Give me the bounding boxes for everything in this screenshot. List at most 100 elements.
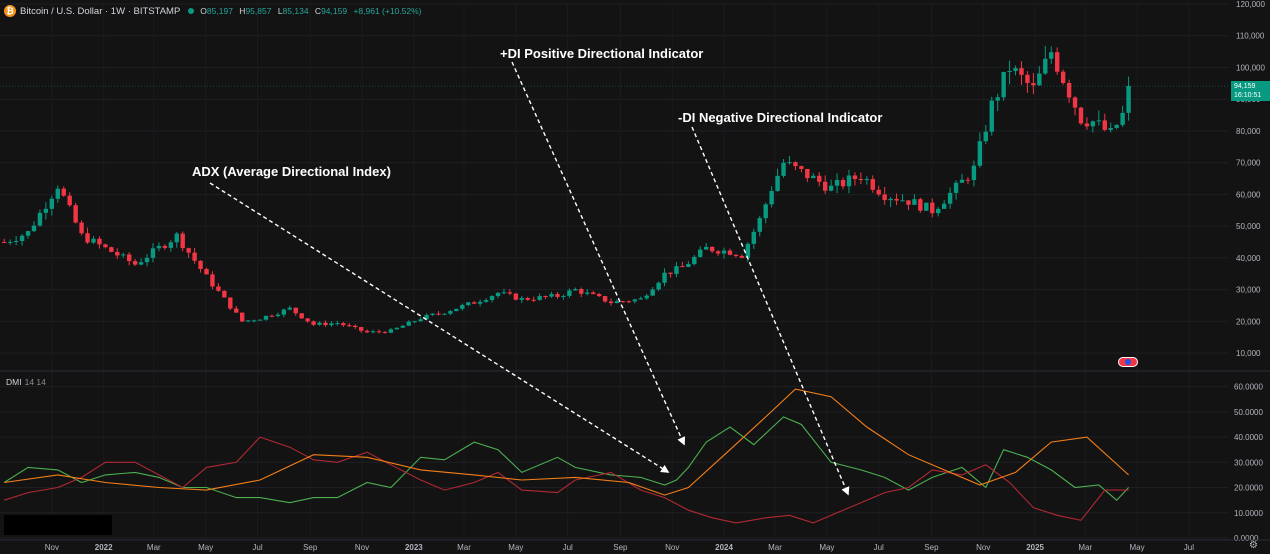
candle-body bbox=[1049, 52, 1054, 59]
time-tick-label: May bbox=[819, 543, 834, 552]
candle-body bbox=[1072, 97, 1078, 108]
candle-body bbox=[840, 179, 846, 187]
candle-body bbox=[115, 251, 120, 256]
candle-body bbox=[513, 293, 519, 300]
candle-body bbox=[680, 266, 685, 268]
candle-body bbox=[799, 166, 804, 169]
candle-body bbox=[757, 218, 762, 232]
candle-body bbox=[638, 298, 643, 300]
candle-body bbox=[1001, 71, 1006, 98]
candle-body bbox=[430, 313, 435, 315]
candle-body bbox=[1120, 112, 1125, 125]
candle-body bbox=[156, 245, 162, 249]
candle-body bbox=[358, 327, 364, 331]
indicator-legend[interactable]: DMI 14 14 bbox=[6, 377, 46, 387]
candle-body bbox=[394, 327, 400, 330]
market-status-icon bbox=[188, 8, 195, 14]
annotation-arrows bbox=[209, 61, 850, 496]
candle-body bbox=[43, 208, 49, 213]
price-tick-label: 20,000 bbox=[1236, 317, 1261, 326]
change-value: +8,961 (+10.52%) bbox=[353, 6, 422, 16]
time-tick-label: Jul bbox=[1184, 543, 1194, 552]
events-flag-icon[interactable] bbox=[1118, 357, 1138, 367]
candle-body bbox=[73, 205, 78, 223]
candle-body bbox=[97, 238, 102, 245]
low-label: L bbox=[277, 6, 283, 16]
arrow-adx bbox=[209, 182, 670, 473]
candle-body bbox=[412, 321, 417, 323]
time-axis[interactable]: Nov 2022 Mar May Jul Sep Nov 2023 Mar May Jul Sep No… bbox=[0, 539, 1270, 552]
candle-body bbox=[822, 181, 828, 191]
candle-body bbox=[525, 298, 530, 300]
time-tick-label: 2025 bbox=[1026, 543, 1044, 552]
candle-body bbox=[1037, 73, 1042, 86]
price-axis[interactable]: 10,000 20,000 30,000 40,000 50,000 60,000 70,0… bbox=[1236, 0, 1265, 358]
symbol-title[interactable]: Bitcoin / U.S. Dollar · 1W · BITSTAMP bbox=[20, 5, 181, 17]
time-tick-label: Nov bbox=[665, 543, 679, 552]
candle-body bbox=[61, 188, 66, 196]
candle-body bbox=[311, 321, 316, 325]
candle-body bbox=[1114, 124, 1119, 128]
candle-body bbox=[109, 247, 114, 252]
annotation-minus-di: -DI Negative Directional Indicator bbox=[678, 110, 883, 125]
candle-body bbox=[495, 292, 501, 297]
candle-body bbox=[846, 175, 852, 187]
candle-body bbox=[424, 314, 429, 320]
candle-body bbox=[1031, 83, 1036, 86]
candle-body bbox=[400, 325, 406, 328]
candle-body bbox=[852, 175, 858, 179]
candle-body bbox=[2, 242, 7, 244]
candle-body bbox=[721, 250, 727, 254]
open-label: O bbox=[200, 6, 207, 16]
candle-body bbox=[888, 198, 893, 201]
time-tick-label: May bbox=[198, 543, 213, 552]
candle-body bbox=[531, 299, 536, 301]
dmi-axis[interactable]: 0.0000 10.0000 20.0000 30.0000 40.0000 50.000… bbox=[1234, 383, 1263, 543]
dmi-tick-label: 30.0000 bbox=[1234, 458, 1263, 467]
candle-body bbox=[543, 296, 548, 298]
indicator-name: DMI bbox=[6, 377, 22, 387]
candle-body bbox=[222, 290, 227, 298]
candle-body bbox=[501, 292, 507, 294]
candle-body bbox=[561, 295, 566, 297]
candle-body bbox=[781, 162, 786, 176]
price-tick-label: 30,000 bbox=[1236, 286, 1261, 295]
dmi-line-adx bbox=[4, 388, 1129, 496]
candle-body bbox=[287, 307, 292, 310]
candle-body bbox=[947, 192, 953, 204]
candle-body bbox=[977, 141, 983, 166]
candle-body bbox=[686, 264, 691, 267]
time-tick-label: 2024 bbox=[715, 543, 733, 552]
dmi-lines bbox=[3, 388, 1130, 524]
candle-body bbox=[787, 162, 792, 164]
candle-body bbox=[573, 289, 578, 291]
candle-body bbox=[370, 331, 376, 333]
low-value: 85,134 bbox=[282, 6, 309, 16]
candle-body bbox=[126, 254, 132, 262]
symbol-header[interactable]: ₿ Bitcoin / U.S. Dollar · 1W · BITSTAMP … bbox=[4, 3, 422, 19]
candle-body bbox=[240, 312, 245, 322]
candle-body bbox=[1096, 120, 1102, 122]
dmi-tick-label: 50.0000 bbox=[1234, 408, 1263, 417]
dmi-gridlines bbox=[0, 386, 1228, 539]
time-tick-label: Sep bbox=[924, 543, 939, 552]
candle-body bbox=[281, 309, 287, 315]
candle-body bbox=[1060, 71, 1066, 84]
candle-body bbox=[144, 257, 150, 263]
price-gridlines bbox=[0, 3, 1228, 538]
candle-body bbox=[698, 249, 703, 257]
candle-body bbox=[650, 289, 655, 296]
candle-body bbox=[882, 194, 887, 201]
time-tick-label: Nov bbox=[45, 543, 59, 552]
time-tick-label: May bbox=[508, 543, 523, 552]
candle-body bbox=[751, 231, 756, 244]
candle-body bbox=[632, 299, 638, 302]
candle-body bbox=[918, 199, 923, 211]
candle-body bbox=[1090, 121, 1096, 127]
candle-body bbox=[186, 248, 191, 253]
candle-body bbox=[388, 329, 394, 333]
settings-gear-icon[interactable]: ⚙ bbox=[1249, 540, 1258, 551]
candle-body bbox=[204, 268, 209, 275]
last-price-value: 94,159 bbox=[1234, 83, 1256, 90]
candle-body bbox=[162, 245, 168, 248]
